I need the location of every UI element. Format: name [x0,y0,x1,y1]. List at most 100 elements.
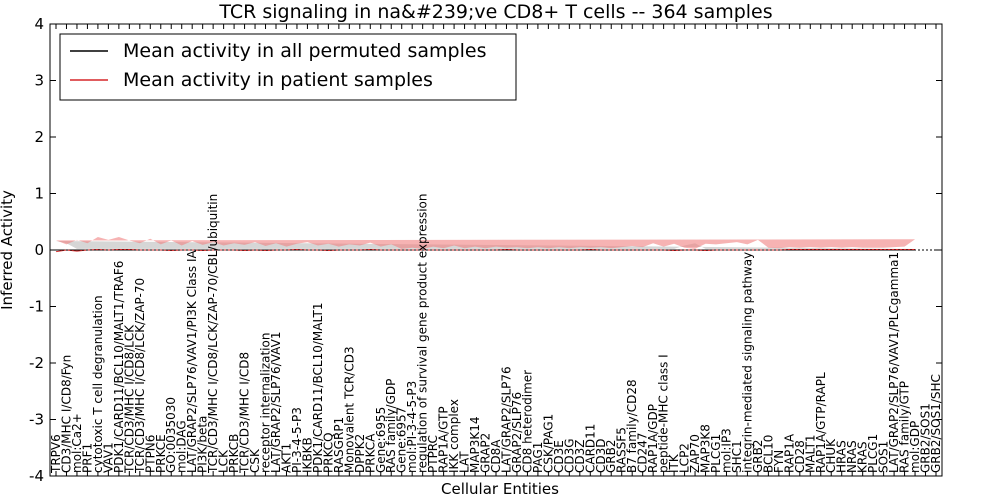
x-tick-label: RAP1A/GTP [437,406,451,473]
x-tick-label: CARD11 [583,424,597,473]
x-tick-label: IKBKB [300,437,314,473]
x-tick-label: TCR/CD3/MHC I/CD8/LCK/ZAP-70 [133,278,147,474]
x-tick-label: PI-3-4-5-P3 [290,407,304,473]
x-tick-label: LAT/GRAP2/SLP76/VAV1/PI3K Class IA [185,249,199,473]
x-tick-label: PLCG1 [709,434,723,473]
x-tick-label: mol:PI-3-4-5-P3 [405,381,419,473]
x-tick-label: PRKCB [227,434,241,473]
x-tick-label: GRAP2 [479,433,493,473]
x-tick-label: LAT [458,451,472,473]
x-tick-label: NRAS [845,440,859,473]
x-tick-label: LCP2 [678,443,692,473]
y-tick-label: -2 [29,354,44,372]
x-tick-label: Monovalent TCR/CD3 [342,346,356,473]
x-tick-label: CD3E [552,440,566,473]
x-tick-label: Gene:6955 [374,407,388,473]
x-tick-label: ZAP70 [688,434,702,473]
x-tick-label: Gene:6957 [395,407,409,473]
x-tick-label: GO:0035030 [164,397,178,473]
x-tick-label: CD3/MHC I/CD8/Fyn [59,355,73,473]
x-tick-label: MAP3K14 [468,416,482,473]
y-axis: -4 -3 -2 -1 0 1 2 3 4 [29,15,942,485]
x-tick-label: PAG1 [531,442,545,473]
x-tick-label: GRB2/SOS1 [919,403,933,473]
x-tick-label: BCL10 [761,435,775,473]
x-tick-label: integrin-mediated signaling pathway [740,252,754,473]
x-tick-label: regulation of survival gene product expr… [416,194,430,473]
x-tick-label: LCK [217,449,231,473]
y-tick-label: -4 [29,467,44,485]
x-tick-label: MALT1 [803,434,817,473]
x-tick-label: CD3G [562,438,576,473]
x-tick-label: LAT/GRAP2/SLP76/VAV1/PLCgamma1 [887,252,901,473]
x-tick-label: TCR/CD3/MHC I/CD8/LCK/ZAP-70/CBL/ubiquit… [206,194,220,474]
x-tick-label: PTPN6 [143,435,157,473]
x-tick-label: TRPV6 [49,434,63,474]
x-tick-label: GRB2/SOS1/SHC [929,374,943,473]
x-tick-label: MAP3K8 [699,424,713,473]
x-tick-label: PI3K/beta [196,416,210,473]
x-tick-label: PDK1/CARD11/BCL10/MALT1 [311,303,325,473]
x-tick-label: cytotoxic T cell degranulation [91,295,105,473]
x-tick-label: IKK complex [447,399,461,473]
x-tick-label: B7 family/CD28 [625,379,639,473]
x-tick-label: mol:DAG [175,420,189,473]
x-tick-label: PLCG1 [866,434,880,473]
x-tick-label: RAS family/GDP [384,379,398,473]
x-tick-label: RAP1A/GTP/RAPL [814,372,828,473]
x-tick-label: GRAP2/SLP76 [510,392,524,473]
x-tick-label: RAS family/GTP [898,381,912,473]
x-tick-label: CHUK [824,438,838,473]
y-tick-label: -3 [29,411,44,429]
x-tick-label: mol:Ca2+ [70,413,84,473]
x-tick-label: RASGRP1 [332,417,346,473]
x-tick-label: CSK/PAG1 [541,414,555,473]
y-tick-label: 3 [34,72,44,90]
x-tick-label: GRB2 [751,439,765,473]
y-tick-label: 4 [34,15,44,33]
x-tick-label: PTPRC [426,435,440,473]
band-patient [56,237,916,249]
x-tick-label: DPPK2 [353,434,367,473]
x-axis-label: Cellular Entities [441,480,559,498]
x-tick-label: GRB2 [604,439,618,473]
y-tick-label: 1 [34,185,44,203]
legend-box [59,33,517,101]
x-tick-label: ITK [667,453,681,473]
legend-label: Mean activity in all permuted samples [123,40,486,62]
x-tick-label: RAP1A [782,433,796,473]
x-tick-label: PRKCQ [321,432,335,473]
x-tick-label: LAT/GRAP2/SLP76 [499,366,513,473]
x-tick-label: RASSF5 [615,427,629,473]
x-tick-label: HRAS [835,440,849,473]
x-tick-label: receptor internalization [259,333,273,473]
x-tick-label: FYN [772,450,786,473]
x-tick-label: TCR/CD3/MHC I/CD8 [238,352,252,474]
y-tick-label: 0 [34,241,44,259]
x-tick-label: KRAS [856,441,870,473]
x-tick-label: peptide-MHC class I [657,354,671,473]
x-tick-label: CD247 [636,432,650,473]
x-tick-label: PRKCA [363,433,377,473]
x-tick-label: mol:IP3 [719,428,733,473]
x-tick-label: CD3D [594,439,608,474]
chart-title: TCR signaling in na&#239;ve CD8+ T cells… [218,1,772,23]
x-tick-label: PDK1/CARD11/BCL10/MALT1/TRAF6 [112,261,126,473]
x-tick-label: CSK [248,448,262,473]
x-tick-label: mol:GDP [908,421,922,473]
x-tick-label: PRF1 [80,443,94,473]
x-tick-label: CD8 heterodimer [520,370,534,473]
x-tick-label: AKT1 [279,443,293,473]
y-tick-label: -1 [29,298,44,316]
x-tick-label: SOS1 [877,441,891,473]
x-tick-label: CD8A [489,439,503,473]
x-tick-label: CD28 [793,440,807,473]
confidence-bands [56,237,916,249]
x-tick-label: LAT/GRAP2/SLP76/VAV1 [269,332,283,473]
x-tick-label: SHC1 [730,440,744,473]
x-tick-label: RAP1A/GDP [646,404,660,473]
x-tick-label: TCR/CD3/MHC I/CD8/LCK [122,324,136,474]
legend: Mean activity in all permuted samples Mea… [59,33,517,101]
